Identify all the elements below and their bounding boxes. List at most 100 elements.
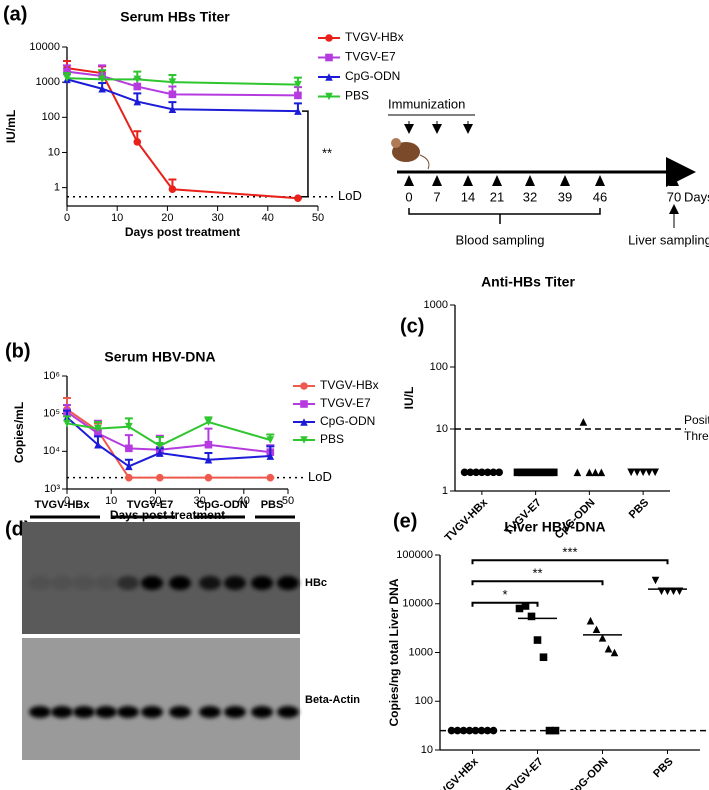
marker	[549, 468, 558, 477]
marker	[266, 452, 275, 460]
marker	[168, 105, 177, 114]
marker	[133, 82, 142, 91]
marker	[204, 455, 213, 464]
y-tick-label: 1000	[409, 646, 433, 658]
marker	[294, 107, 302, 115]
marker	[545, 468, 554, 477]
marker	[156, 449, 164, 457]
sampling-arrow	[492, 175, 502, 186]
marker	[521, 602, 530, 610]
panel-label: (c)	[400, 315, 424, 337]
hbc-band	[277, 576, 299, 590]
sampling-arrow	[525, 175, 535, 186]
y-tick-label: 10³	[44, 483, 60, 495]
significance-label: **	[532, 566, 542, 581]
day-label: 7	[433, 189, 440, 204]
marker	[63, 74, 71, 82]
marker	[168, 78, 177, 86]
marker	[604, 644, 613, 653]
hbc-band	[199, 576, 221, 590]
liver-label: Liver sampling	[628, 232, 709, 247]
western-blot: HBc Beta-Actin	[22, 522, 360, 760]
marker	[651, 576, 660, 585]
marker	[585, 468, 594, 477]
marker	[515, 604, 524, 613]
marker	[533, 636, 542, 644]
marker	[294, 194, 302, 203]
y-axis-label: IU/mL	[4, 110, 18, 143]
x-tick-label: 30	[193, 495, 205, 507]
immunization-arrow	[432, 124, 442, 134]
marker	[517, 468, 526, 477]
marker	[94, 429, 102, 438]
marker	[94, 424, 102, 433]
x-tick-label: 10	[111, 212, 123, 224]
y-tick-label: 100000	[396, 549, 433, 561]
significance-bracket	[301, 110, 309, 198]
blood-label: Blood sampling	[456, 232, 545, 247]
x-tick-label: 40	[262, 212, 274, 224]
y-tick-label: 1	[54, 182, 60, 194]
y-tick-label: 10	[421, 744, 433, 756]
actin-band	[251, 706, 273, 718]
marker	[133, 97, 142, 106]
marker	[300, 382, 308, 390]
marker	[204, 473, 213, 482]
immunization-label: Immunization	[388, 96, 465, 111]
y-tick-label: 10⁶	[43, 370, 60, 382]
x-tick-label: TVGV-HBx	[433, 755, 481, 790]
marker	[466, 468, 475, 477]
legend-label: TVGV-E7	[320, 396, 371, 410]
day-label: 70	[667, 189, 681, 204]
marker	[639, 468, 647, 477]
marker	[125, 473, 133, 482]
y-axis-label: Copies/ng total Liver DNA	[387, 578, 401, 726]
marker	[645, 468, 653, 477]
significance-label: *	[502, 587, 507, 602]
y-tick-label: 100	[430, 361, 448, 373]
actin-band	[169, 706, 191, 718]
actin-band	[141, 706, 163, 718]
x-tick-label: 20	[149, 495, 161, 507]
hbc-band	[95, 576, 117, 590]
marker	[168, 90, 177, 99]
legend-label: TVGV-HBx	[320, 378, 379, 392]
marker	[168, 185, 177, 194]
day-label: 39	[558, 189, 572, 204]
actin-band	[224, 706, 246, 718]
marker	[586, 616, 595, 625]
marker	[156, 473, 164, 482]
x-tick-label: PBS	[651, 756, 675, 780]
marker	[545, 726, 554, 735]
actin-band	[95, 706, 117, 718]
x-axis-label: Days post treatment	[125, 225, 240, 239]
x-tick-label: 50	[282, 495, 294, 507]
y-tick-label: 10⁴	[43, 445, 60, 457]
marker	[204, 418, 213, 426]
x-tick-label: 0	[64, 212, 70, 224]
actin-band	[199, 706, 221, 718]
hbc-band	[117, 576, 139, 590]
day-label: 32	[523, 189, 537, 204]
marker	[300, 400, 308, 408]
significance-bracket	[471, 601, 539, 607]
marker	[521, 468, 530, 477]
group-label: TVGV-E7	[127, 499, 173, 511]
marker	[483, 468, 492, 477]
marker	[325, 34, 333, 42]
significance-bracket	[471, 559, 669, 565]
actin-band	[277, 706, 299, 718]
series-line	[66, 416, 271, 468]
marker	[495, 468, 503, 477]
marker	[447, 726, 456, 735]
y-tick-label: 10000	[402, 598, 433, 610]
y-tick-label: 1	[442, 485, 448, 497]
legend-label: PBS	[320, 432, 344, 446]
marker	[460, 468, 469, 477]
marker	[325, 53, 333, 62]
marker	[573, 468, 582, 477]
y-tick-label: 1000	[36, 76, 60, 88]
marker	[266, 473, 275, 482]
y-tick-label: 10000	[29, 41, 60, 53]
x-tick-label: TVGV-HBx	[443, 496, 491, 544]
